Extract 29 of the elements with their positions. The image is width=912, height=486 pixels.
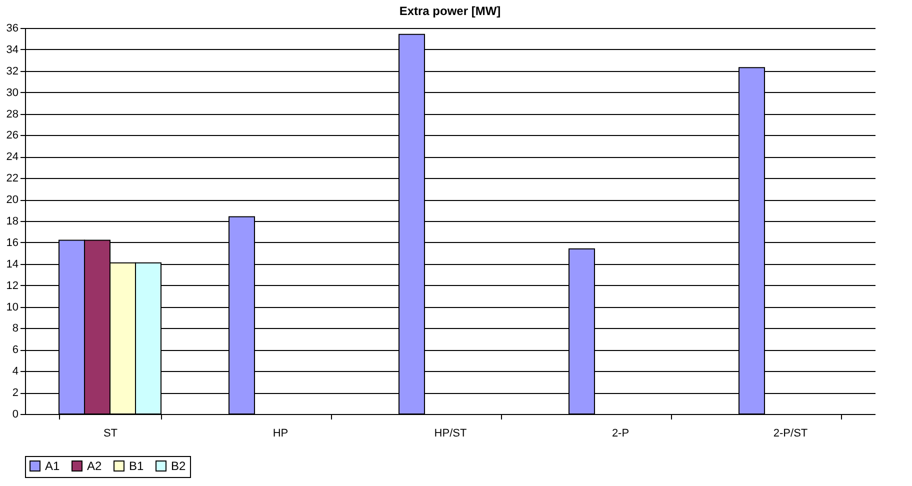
y-tick-label: 6 — [12, 344, 18, 356]
y-tick-label: 4 — [12, 366, 18, 378]
y-tick-label: 2 — [12, 387, 18, 400]
y-tick-label: 30 — [6, 86, 18, 99]
x-tick-label: ST — [103, 428, 118, 440]
y-tick-label: 32 — [6, 65, 18, 78]
y-tick-label: 24 — [6, 151, 18, 164]
y-tick-label: 8 — [12, 322, 18, 335]
y-tick-label: 34 — [6, 44, 18, 56]
y-tick-label: 12 — [6, 280, 18, 292]
y-tick-label: 0 — [12, 408, 18, 420]
legend-label: A2 — [87, 459, 102, 473]
legend-label: B2 — [171, 459, 186, 473]
y-tick-label: 18 — [6, 216, 18, 228]
y-tick-label: 10 — [6, 301, 18, 314]
y-tick-label: 20 — [6, 194, 18, 206]
y-tick-label: 22 — [6, 172, 18, 185]
x-tick-label: HP/ST — [434, 428, 467, 440]
y-tick-label: 26 — [6, 130, 18, 142]
chart-title: Extra power [MW] — [399, 4, 501, 18]
y-tick-label: 28 — [6, 108, 18, 120]
y-tick-label: 16 — [6, 236, 18, 249]
legend-label: B1 — [129, 459, 144, 473]
x-tick-label: 2-P — [612, 428, 630, 440]
y-tick-label: 36 — [6, 22, 18, 34]
x-tick-label: HP — [272, 428, 288, 440]
y-tick-label: 14 — [6, 258, 18, 270]
x-tick-label: 2-P/ST — [773, 428, 808, 440]
legend-label: A1 — [45, 459, 60, 473]
